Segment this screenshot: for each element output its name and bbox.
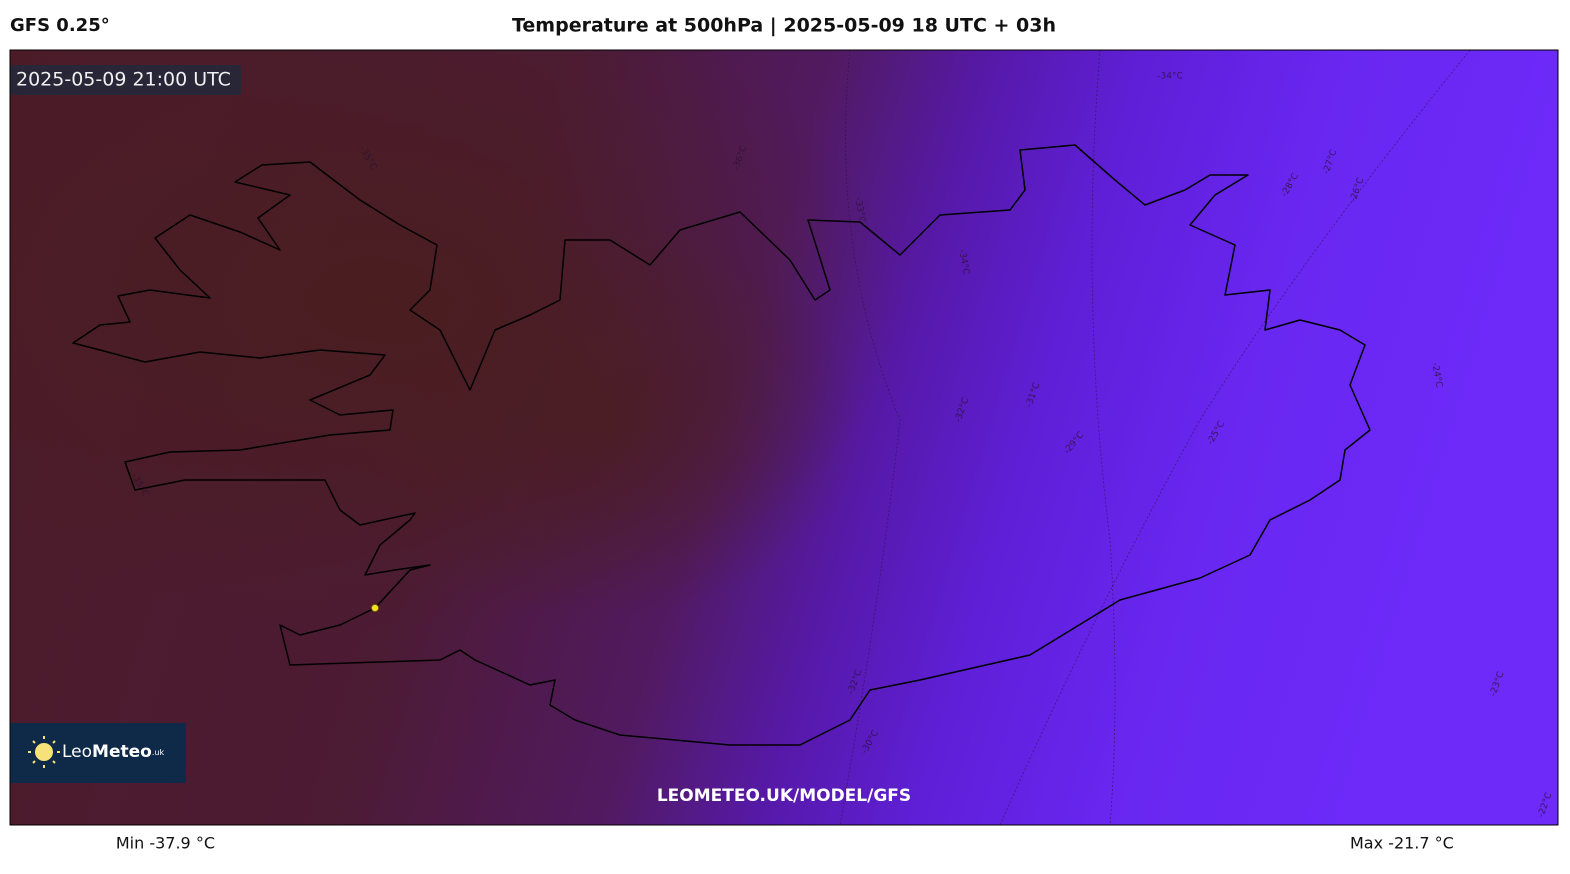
time-badge [10,65,241,95]
isotherm [1091,50,1116,825]
map-frame [9,49,1559,826]
logo-prefix: Leo [62,742,92,762]
warm-region [340,220,860,620]
map-area: -35°C -36°C-34°C-33°C-34°C-28°C-27°C-26°C… [10,50,1558,825]
logo-suffix: .uk [152,748,165,757]
contour-label: -34°C [1157,72,1182,82]
contour-label: -24°C [1429,362,1443,389]
logo-text: LeoMeteo.uk [62,742,164,762]
min-label: Min -37.9 °C [116,834,215,853]
max-label: Max -21.7 °C [1350,834,1454,853]
coastline [72,144,1371,746]
isotherm [839,50,901,825]
logo-name: Meteo [92,742,152,762]
watermark: LEOMETEO.UK/MODEL/GFS [657,786,911,806]
model-label: GFS 0.25° [10,15,110,36]
contour-label: -34°C [956,249,970,276]
logo-sun [28,736,60,768]
isotherm [999,50,1471,825]
valid-time: 2025-05-09 21:00 UTC [16,69,231,91]
contour-label: -33°C [852,197,866,224]
chart-title: Temperature at 500hPa | 2025-05-09 18 UT… [512,15,1056,37]
location-marker [371,604,379,612]
